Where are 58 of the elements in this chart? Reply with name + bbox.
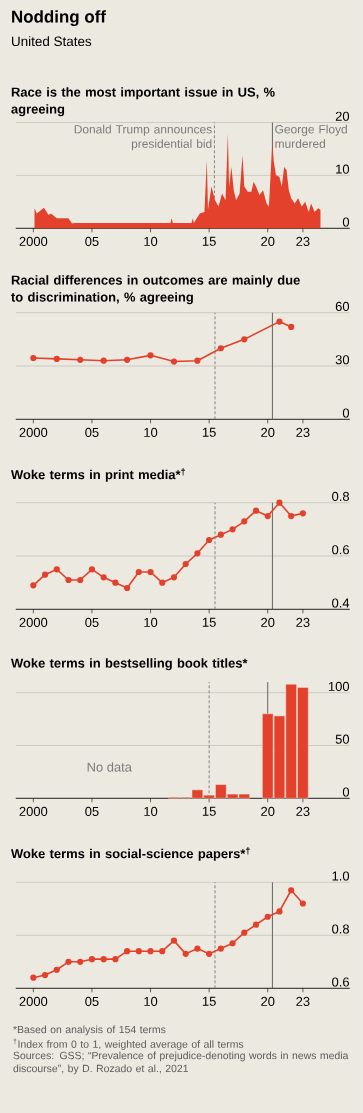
y-tick-label: 60 [335,301,350,312]
chart-title: Woke terms in print media*$^{†}$ [11,468,186,482]
x-tick-label: 2000 [19,996,48,1006]
y-tick-label: 0 [342,787,350,797]
x-tick-label: 20 [261,236,275,246]
y-tick-label: 0 [342,217,350,227]
y-tick-label: 0.8 [332,491,350,502]
x-tick-label: 23 [296,806,310,816]
x-tick-label: 2000 [19,427,48,437]
x-tick-label: 15 [203,806,216,816]
x-tick-label: 20 [261,427,275,437]
x-tick-label: 05 [85,996,99,1006]
y-tick-label: 0.6 [332,977,350,987]
x-tick-label: 2000 [19,617,48,627]
chart-title: Race is the most important issue in US, % agreeing [11,87,275,117]
chart-title: Woke terms in social-science papers*$^{†}$ [11,847,250,861]
x-tick-label: 20 [261,806,275,816]
x-tick-label: 05 [85,427,99,437]
annotation: No data [87,762,133,772]
x-tick-label: 23 [296,996,310,1006]
chart-title: Woke terms in bestselling book titles* [11,658,248,671]
x-tick-label: 10 [144,236,158,246]
text: Nodding off [12,10,107,27]
x-tick-label: 05 [85,806,99,816]
y-tick-label: 30 [335,355,350,365]
y-tick-label: 20 [335,111,350,121]
text: $^{†}$Index from 0 to 1, weighted average of all terms [13,1038,244,1050]
x-tick-label: 15 [203,236,216,246]
x-tick-label: 23 [296,617,310,627]
y-tick-label: 0.8 [332,924,350,934]
x-tick-label: 2000 [19,236,48,246]
chart-title: Racial differences in outcomes are mainly due to discrimination, % agreeing [11,275,300,305]
y-tick-label: 0.6 [332,545,350,555]
x-tick-label: 23 [296,427,310,437]
y-tick-label: 100 [329,681,350,691]
source-note: Sources: GSS; “Prevalence of prejudice-denoting words in news media discourse”, by D. Rozado et al., 2021 [13,1051,349,1075]
text: *Based on analysis of 154 terms [13,1025,166,1036]
x-tick-label: 20 [261,617,275,627]
x-tick-label: 05 [85,617,99,627]
text: United States [12,36,92,47]
x-tick-label: 23 [296,236,310,246]
y-tick-label: 0 [342,408,350,418]
x-tick-label: 10 [144,996,158,1006]
x-tick-label: 15 [203,996,216,1006]
x-tick-label: 15 [203,617,216,627]
y-tick-label: 10 [336,164,350,174]
x-tick-label: 05 [85,236,99,246]
ref-line-label: George Floyd murdered [275,124,348,148]
x-tick-label: 20 [261,996,275,1006]
ref-line-label: Donald Trump announces presidential bid [74,124,212,151]
x-tick-label: 2000 [19,806,48,816]
y-tick-label: 1.0 [332,871,350,881]
x-tick-label: 15 [203,427,216,437]
y-tick-label: 50 [335,734,350,744]
y-tick-label: 0.4 [332,598,350,608]
x-tick-label: 10 [144,806,158,816]
x-tick-label: 10 [144,427,158,437]
x-tick-label: 10 [144,617,158,627]
